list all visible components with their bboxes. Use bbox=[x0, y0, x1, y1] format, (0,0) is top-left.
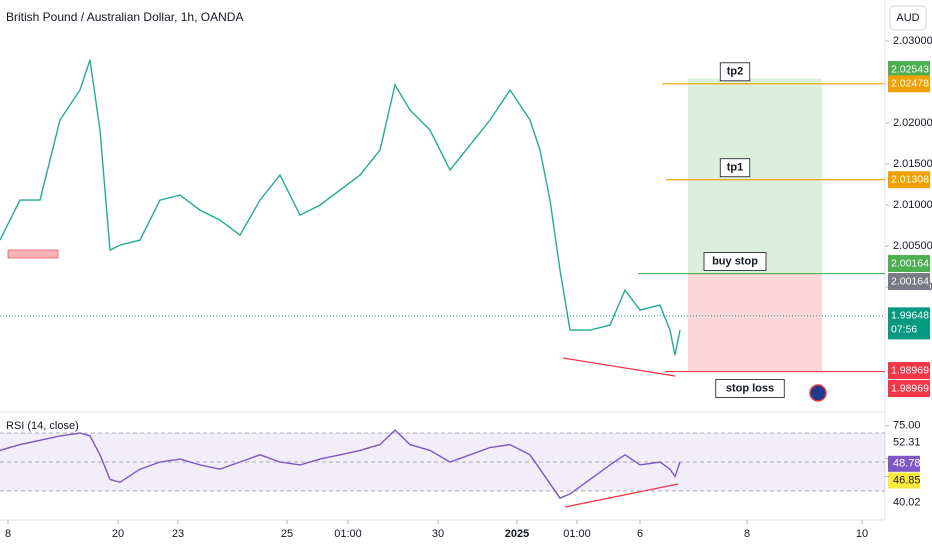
x-tick-label: 10 bbox=[856, 528, 868, 540]
price-label-box bbox=[888, 171, 930, 189]
rsi-title: RSI (14, close) bbox=[6, 420, 79, 432]
price-countdown: 07:56 bbox=[891, 324, 917, 336]
level-label-box bbox=[703, 252, 767, 271]
price-label-box bbox=[888, 60, 930, 78]
y2-tick-label: 48.78 bbox=[893, 458, 921, 470]
rsi-value-box bbox=[888, 472, 920, 489]
level-label-box bbox=[719, 62, 751, 82]
x-tick-label: 01:00 bbox=[563, 528, 591, 540]
zone bbox=[7, 249, 59, 259]
level-label: tp1 bbox=[727, 162, 744, 174]
y2-tick-label: 40.02 bbox=[893, 496, 921, 508]
price-label-box bbox=[888, 362, 930, 380]
y-tick-label: 2.02000 bbox=[893, 117, 932, 129]
x-tick-label: 25 bbox=[281, 528, 293, 540]
divergence-line bbox=[564, 483, 679, 508]
price-label-box bbox=[888, 380, 930, 398]
y-tick-label: 2.01500 bbox=[893, 158, 932, 170]
flag-icon bbox=[809, 384, 827, 402]
y2-tick-label: 52.31 bbox=[893, 437, 921, 449]
y-tick-label: 2.00500 bbox=[893, 240, 932, 252]
x-tick-label: 30 bbox=[432, 528, 444, 540]
price-label: 2.00164 bbox=[891, 275, 929, 287]
price-line bbox=[0, 59, 681, 356]
rsi-value-box bbox=[888, 455, 920, 472]
level-label: buy stop bbox=[712, 255, 758, 267]
price-label: 2.02478 bbox=[891, 78, 929, 90]
x-tick-label: 01:00 bbox=[334, 528, 362, 540]
price-label: 1.98969 bbox=[891, 382, 929, 394]
level-label-box bbox=[719, 158, 751, 178]
price-label-box bbox=[888, 273, 930, 291]
y2-tick-label: 75.00 bbox=[893, 420, 921, 432]
price-label: 1.98969 bbox=[891, 364, 929, 376]
loss-zone bbox=[688, 273, 822, 372]
y-tick-label: 2.01000 bbox=[893, 199, 932, 211]
x-tick-label: 6 bbox=[637, 528, 643, 540]
currency-button[interactable] bbox=[889, 5, 927, 31]
level-label: tp2 bbox=[727, 66, 744, 78]
x-tick-label: 2025 bbox=[505, 528, 529, 540]
price-label: 2.01308 bbox=[891, 174, 929, 186]
currency[interactable]: AUD bbox=[896, 12, 919, 24]
price-label: 2.00164 bbox=[891, 257, 929, 269]
x-tick-label: 20 bbox=[112, 528, 124, 540]
price-label-box bbox=[888, 255, 930, 273]
chart-title: British Pound / Australian Dollar, 1h, O… bbox=[6, 10, 243, 24]
y-tick-label: 2.03000 bbox=[893, 35, 932, 47]
x-tick-label: 23 bbox=[172, 528, 184, 540]
rsi-line bbox=[0, 429, 681, 500]
price-label: 2.02543 bbox=[891, 63, 929, 75]
level-label: stop loss bbox=[726, 382, 774, 394]
price-label-box bbox=[888, 75, 930, 93]
divergence-line bbox=[562, 357, 676, 377]
price-label: 1.99648 bbox=[891, 310, 929, 322]
y2-tick-label: 46.85 bbox=[893, 474, 921, 486]
x-tick-label: 8 bbox=[5, 528, 11, 540]
profit-zone bbox=[688, 78, 822, 274]
x-tick-label: 8 bbox=[744, 528, 750, 540]
level-label-box bbox=[715, 379, 785, 398]
price-label-box bbox=[888, 307, 930, 340]
